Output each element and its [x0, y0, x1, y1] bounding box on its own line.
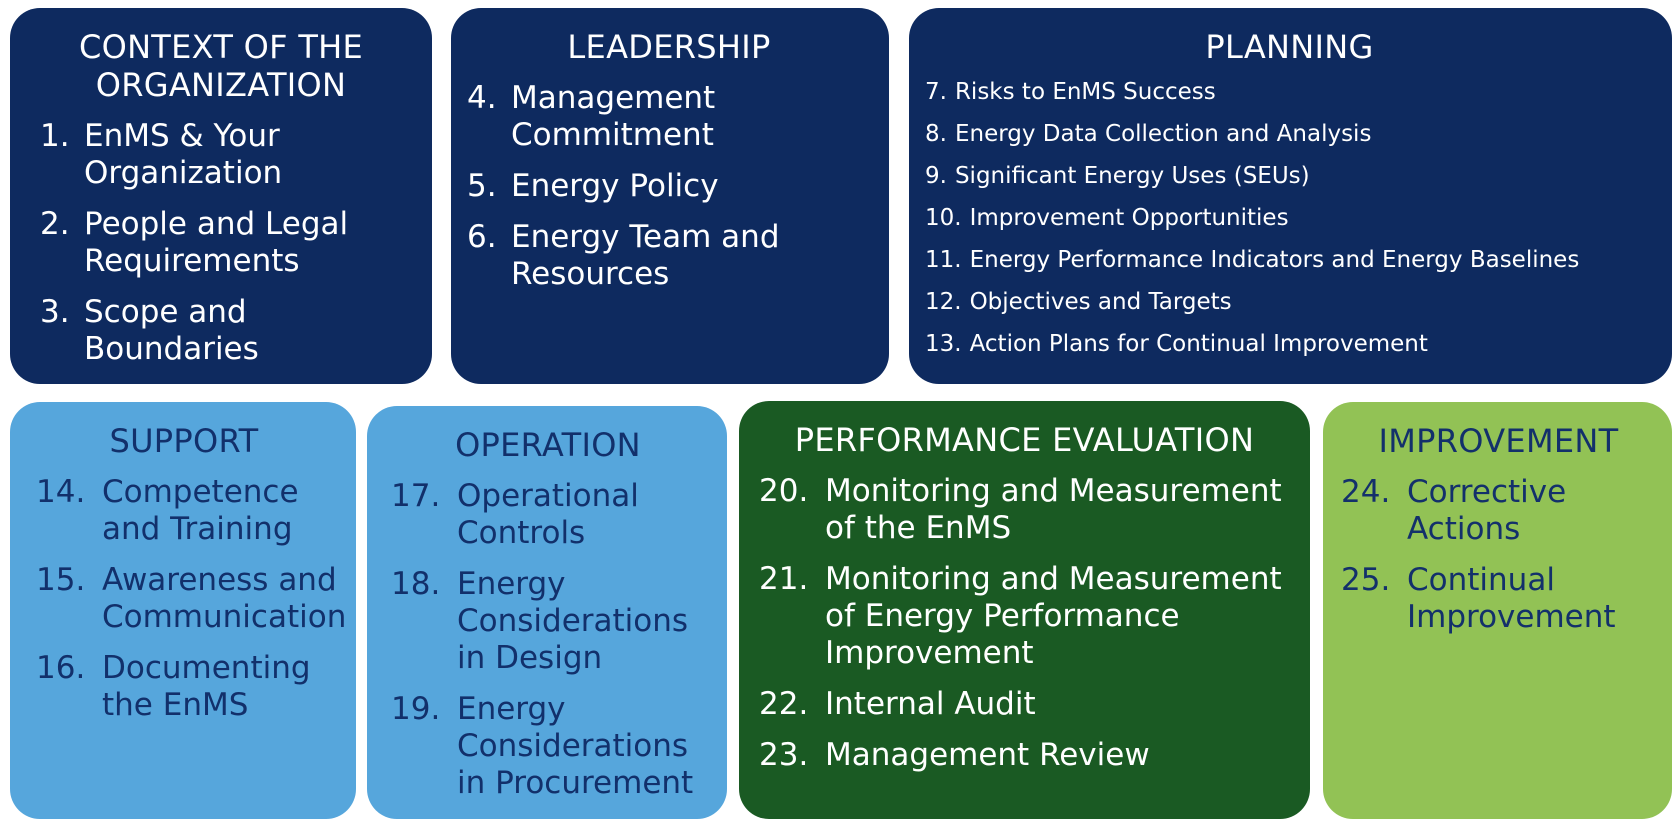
list-item: 17. Operational Controls	[391, 478, 639, 551]
list-item: 16. Documenting the EnMS	[36, 650, 311, 723]
planning-card: PLANNING 7. Risks to EnMS Success 8. Ene…	[909, 8, 1672, 384]
support-list: 14. Competence and Training 15. Awarenes…	[26, 474, 347, 724]
leadership-list: 4. Management Commitment 5. Energy Polic…	[467, 80, 807, 293]
list-item: 2. People and Legal Requirements	[40, 206, 349, 279]
list-item: 21. Monitoring and Measurement of Energy…	[759, 561, 1282, 671]
operation-title: OPERATION	[455, 426, 641, 464]
list-item: 9. Significant Energy Uses (SEUs)	[925, 163, 1310, 189]
support-card: SUPPORT 14. Competence and Training 15. …	[10, 402, 356, 819]
list-item: 11. Energy Performance Indicators and En…	[925, 247, 1580, 273]
performance-evaluation-list: 20. Monitoring and Measurement of the En…	[759, 473, 1290, 774]
list-item: 10. Improvement Opportunities	[925, 205, 1289, 231]
improvement-title: IMPROVEMENT	[1378, 422, 1619, 460]
planning-list: 7. Risks to EnMS Success 8. Energy Data …	[925, 78, 1654, 358]
list-item: 22. Internal Audit	[759, 686, 1036, 722]
list-item: 8. Energy Data Collection and Analysis	[925, 121, 1372, 147]
leadership-title: LEADERSHIP	[567, 28, 771, 66]
improvement-list: 24. Corrective Actions 25. Continual Imp…	[1339, 474, 1658, 636]
list-item: 1. EnMS & Your Organization	[40, 118, 283, 191]
operation-card: OPERATION 17. Operational Controls 18. E…	[367, 406, 727, 819]
list-item: 5. Energy Policy	[467, 168, 719, 204]
list-item: 25. Continual Improvement	[1341, 562, 1616, 635]
list-item: 7. Risks to EnMS Success	[925, 79, 1216, 105]
list-item: 24. Corrective Actions	[1341, 474, 1567, 547]
operation-list: 17. Operational Controls 18. Energy Cons…	[383, 478, 713, 802]
context-list: 1. EnMS & Your Organization 2. People an…	[28, 118, 414, 368]
list-item: 3. Scope and Boundaries	[40, 294, 259, 367]
list-item: 20. Monitoring and Measurement of the En…	[759, 473, 1282, 546]
list-item: 18. Energy Considerations in Design	[391, 566, 689, 676]
performance-evaluation-card: PERFORMANCE EVALUATION 20. Monitoring an…	[739, 401, 1310, 819]
leadership-card: LEADERSHIP 4. Management Commitment 5. E…	[451, 8, 889, 384]
list-item: 4. Management Commitment	[467, 80, 716, 153]
list-item: 6. Energy Team and Resources	[467, 219, 780, 292]
planning-title: PLANNING	[1205, 28, 1374, 66]
performance-evaluation-title: PERFORMANCE EVALUATION	[794, 421, 1255, 459]
improvement-card: IMPROVEMENT 24. Corrective Actions 25. C…	[1323, 402, 1672, 819]
support-title: SUPPORT	[109, 422, 259, 460]
list-item: 13. Action Plans for Continual Improveme…	[925, 331, 1428, 357]
context-card: CONTEXT OF THE ORGANIZATION 1. EnMS & Yo…	[10, 8, 432, 384]
list-item: 12. Objectives and Targets	[925, 289, 1232, 315]
list-item: 15. Awareness and Communication	[36, 562, 347, 635]
list-item: 14. Competence and Training	[36, 474, 299, 547]
list-item: 19. Energy Considerations in Procurement	[391, 691, 694, 801]
context-title: CONTEXT OF THE ORGANIZATION	[78, 28, 364, 104]
list-item: 23. Management Review	[759, 737, 1150, 773]
